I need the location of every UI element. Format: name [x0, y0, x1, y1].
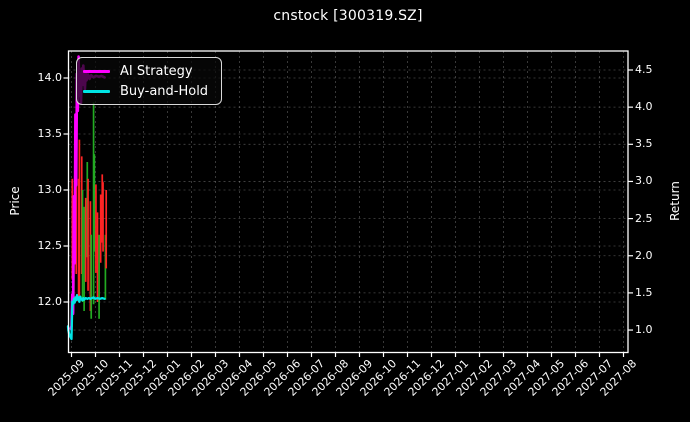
- return-tick-label: 3.0: [635, 174, 653, 188]
- ai-strategy-line-swatch: [83, 69, 110, 73]
- chart-title: cnstock [300319.SZ]: [273, 8, 423, 24]
- price-tick-label: 13.0: [37, 183, 63, 196]
- price-tick-label: 14.0: [37, 71, 63, 84]
- return-tick-label: 1.5: [635, 285, 653, 299]
- chart-legend: AI Strategy Buy-and-Hold: [76, 57, 222, 105]
- return-tick-label: 2.5: [635, 211, 653, 225]
- price-axis-label: Price: [8, 186, 22, 216]
- return-tick-label: 2.0: [635, 248, 653, 262]
- return-tick-label: 4.0: [635, 100, 653, 114]
- legend-item-ai-strategy: AI Strategy: [83, 62, 215, 80]
- legend-label: Buy-and-Hold: [120, 83, 209, 99]
- return-tick-label: 4.5: [635, 63, 653, 76]
- legend-label: AI Strategy: [120, 63, 193, 79]
- price-tick-label: 12.5: [37, 239, 63, 252]
- price-tick-label: 13.5: [37, 127, 63, 140]
- plot-border: [67, 50, 629, 354]
- return-tick-label: 1.0: [635, 323, 653, 337]
- price-tick-label: 12.0: [37, 295, 63, 308]
- return-tick-label: 3.5: [635, 137, 653, 151]
- legend-item-buy-and-hold: Buy-and-Hold: [83, 82, 215, 100]
- buy-and-hold-line-swatch: [83, 89, 110, 93]
- buy-and-hold-line: [66, 293, 106, 341]
